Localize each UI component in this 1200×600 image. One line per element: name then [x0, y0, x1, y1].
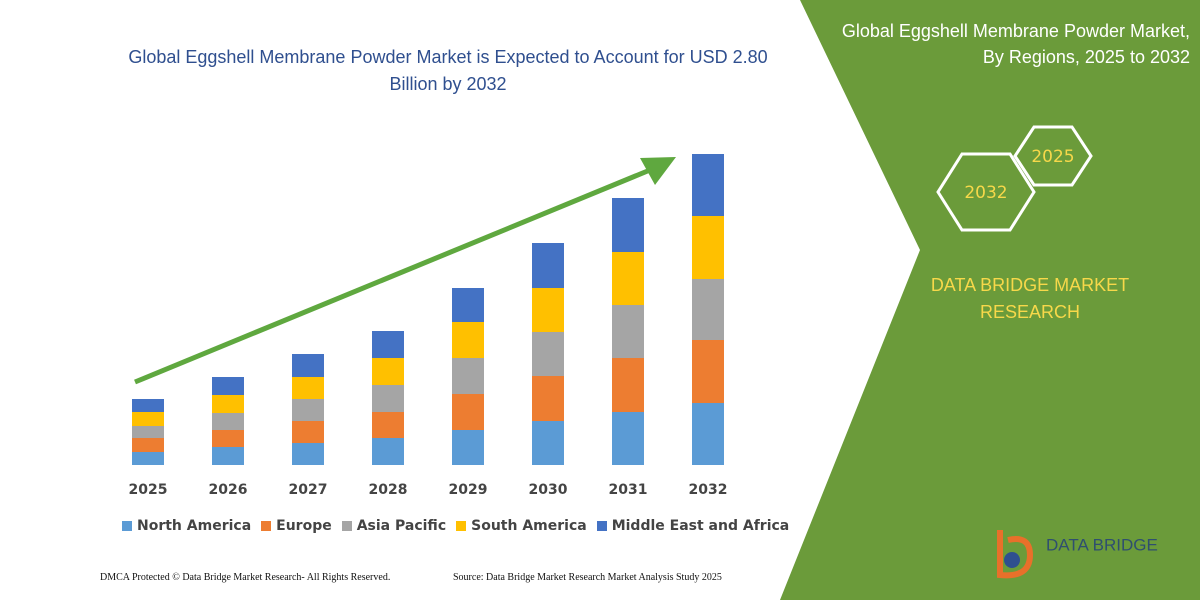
bar-segment [212, 395, 244, 413]
chart-title: Global Eggshell Membrane Powder Market i… [128, 47, 768, 94]
trend-arrow [134, 167, 651, 385]
legend-label: Middle East and Africa [611, 518, 790, 534]
hexagon-label: 2032 [964, 183, 1007, 203]
hexagon [936, 152, 1036, 232]
bar-segment [692, 340, 724, 403]
legend-swatch [261, 521, 272, 531]
bar-segment [532, 243, 564, 288]
hexagon [1013, 125, 1093, 187]
bar-segment [692, 279, 724, 340]
legend-item: South America [456, 518, 587, 534]
legend-label: North America [137, 518, 252, 534]
bar-segment [212, 447, 244, 465]
bar-segment [692, 216, 724, 279]
bar-segment [612, 358, 644, 412]
legend-swatch [122, 521, 132, 531]
bar-segment [292, 443, 324, 465]
bar-segment [532, 421, 564, 465]
bar-segment [452, 288, 484, 322]
bar-segment [372, 412, 404, 438]
panel-title: Global Eggshell Membrane Powder Market, … [841, 21, 1190, 67]
hexagon-label: 2025 [1031, 147, 1074, 167]
x-tick-label: 2030 [529, 482, 568, 498]
bar-segment [132, 426, 164, 438]
arrow-head [640, 157, 676, 185]
legend-swatch [456, 521, 467, 531]
logo-dot [1004, 552, 1020, 568]
legend-label: Europe [276, 518, 332, 534]
legend-item: Asia Pacific [341, 518, 447, 534]
bar-segment [692, 403, 724, 465]
bar-segment [612, 252, 644, 305]
footer-left: DMCA Protected © Data Bridge Market Rese… [100, 572, 391, 583]
bar-segment [612, 305, 644, 358]
legend-item: North America [122, 518, 251, 534]
bar-segment [212, 430, 244, 447]
bar-segment [212, 377, 244, 395]
legend-item: Middle East and Africa [596, 518, 790, 534]
x-tick-label: 2031 [609, 482, 648, 498]
legend-swatch [341, 521, 352, 531]
x-tick-label: 2029 [449, 482, 488, 498]
bar-segment [132, 399, 164, 412]
bar-segment [372, 331, 404, 358]
bar-segment [692, 154, 724, 216]
bar-segment [132, 452, 164, 465]
bar-segment [212, 413, 244, 430]
side-panel [780, 0, 1200, 600]
legend-swatch [596, 521, 607, 531]
bar-segment [372, 438, 404, 465]
bar-segment [292, 354, 324, 377]
bar-segment [452, 358, 484, 394]
bar-segment [372, 385, 404, 412]
legend: North America Europe Asia Pacific South Ame… [122, 518, 789, 534]
legend-item: Europe [261, 518, 332, 534]
logo-mark [997, 530, 1034, 579]
x-tick-label: 2032 [689, 482, 728, 498]
bar-segment [132, 438, 164, 452]
x-tick-label: 2028 [369, 482, 408, 498]
bar-segment [532, 288, 564, 332]
plot: 2025 2026 2027 2028 2029 2030 2031 2032 [129, 154, 728, 498]
brand: DATA BRIDGE MARKET RESEARCH [930, 275, 1130, 322]
bar-segment [372, 358, 404, 385]
bar-segment [532, 332, 564, 376]
x-tick-label: 2027 [289, 482, 328, 498]
bar-segment [452, 394, 484, 430]
bar-segment [612, 198, 644, 252]
x-tick-label: 2026 [209, 482, 248, 498]
bar-segment [452, 322, 484, 358]
bar-segment [292, 421, 324, 443]
logo-text: DATA BRIDGE [1046, 535, 1158, 554]
bar-segment [292, 377, 324, 399]
bar-segment [452, 430, 484, 465]
bar-segment [532, 376, 564, 421]
bar-segment [132, 412, 164, 426]
x-tick-label: 2025 [129, 482, 168, 498]
legend-label: Asia Pacific [356, 518, 447, 534]
footer-right: Source: Data Bridge Market Research Mark… [453, 572, 722, 583]
legend-label: South America [471, 518, 587, 534]
bar-segment [612, 412, 644, 465]
bar-segment [292, 399, 324, 421]
